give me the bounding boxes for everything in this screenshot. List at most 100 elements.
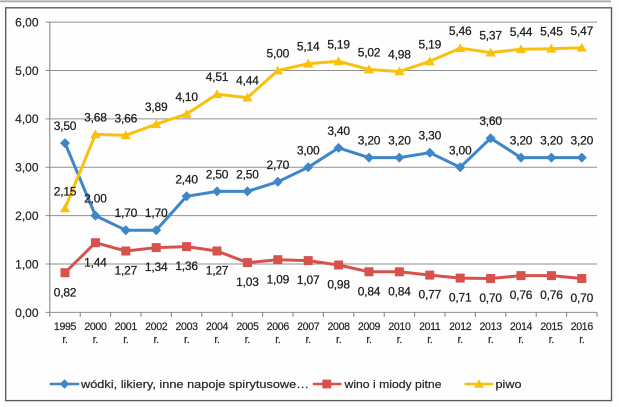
svg-text:5,00: 5,00 (267, 47, 290, 61)
svg-text:1,27: 1,27 (206, 264, 229, 278)
svg-text:r.: r. (458, 334, 463, 346)
svg-text:r.: r. (184, 334, 189, 346)
svg-text:2002: 2002 (145, 321, 168, 333)
svg-text:2005: 2005 (236, 321, 259, 333)
svg-text:2009: 2009 (358, 321, 381, 333)
svg-text:0,71: 0,71 (449, 291, 472, 305)
svg-text:5,14: 5,14 (297, 40, 320, 54)
svg-text:1,70: 1,70 (145, 206, 168, 220)
svg-text:1,44: 1,44 (84, 255, 107, 269)
svg-text:5,46: 5,46 (449, 24, 472, 38)
svg-text:0,76: 0,76 (540, 288, 563, 302)
svg-text:2007: 2007 (297, 321, 320, 333)
svg-text:1,34: 1,34 (145, 260, 168, 274)
svg-text:3,00: 3,00 (297, 143, 320, 157)
svg-text:0,84: 0,84 (358, 284, 381, 298)
svg-text:r.: r. (154, 334, 159, 346)
svg-text:1,07: 1,07 (297, 273, 320, 287)
svg-text:4,98: 4,98 (388, 48, 411, 62)
svg-text:5,19: 5,19 (419, 37, 442, 51)
svg-text:3,20: 3,20 (510, 134, 533, 148)
svg-text:2,00: 2,00 (84, 192, 107, 206)
svg-text:0,70: 0,70 (479, 291, 502, 305)
svg-text:r.: r. (579, 334, 584, 346)
svg-text:2,00: 2,00 (15, 209, 39, 223)
svg-text:2012: 2012 (449, 321, 472, 333)
svg-text:2013: 2013 (480, 321, 503, 333)
svg-text:r.: r. (366, 334, 371, 346)
svg-text:6,00: 6,00 (15, 16, 39, 30)
svg-text:3,00: 3,00 (449, 143, 472, 157)
svg-text:3,50: 3,50 (54, 119, 77, 133)
svg-text:r.: r. (397, 334, 402, 346)
svg-text:r.: r. (245, 334, 250, 346)
svg-text:wino i miody pitne: wino i miody pitne (343, 379, 441, 391)
svg-text:2011: 2011 (419, 321, 441, 333)
svg-text:r.: r. (123, 334, 128, 346)
svg-text:r.: r. (214, 334, 219, 346)
svg-text:r.: r. (518, 334, 523, 346)
svg-text:0,84: 0,84 (388, 284, 411, 298)
svg-text:3,68: 3,68 (84, 110, 107, 124)
svg-text:1,00: 1,00 (15, 257, 39, 271)
svg-text:piwo: piwo (496, 379, 522, 391)
svg-text:3,20: 3,20 (540, 134, 563, 148)
svg-text:5,47: 5,47 (571, 24, 594, 38)
svg-text:1,09: 1,09 (267, 272, 290, 286)
svg-text:1,03: 1,03 (236, 275, 259, 289)
svg-text:2006: 2006 (267, 321, 290, 333)
svg-text:2004: 2004 (206, 321, 229, 333)
svg-text:2016: 2016 (571, 321, 594, 333)
svg-text:5,45: 5,45 (540, 25, 563, 39)
svg-text:1,70: 1,70 (115, 206, 138, 220)
svg-text:2,70: 2,70 (267, 158, 290, 172)
svg-text:2008: 2008 (328, 321, 351, 333)
svg-text:2003: 2003 (176, 321, 199, 333)
svg-text:r.: r. (336, 334, 341, 346)
svg-text:5,44: 5,44 (510, 25, 533, 39)
svg-text:1,27: 1,27 (115, 264, 138, 278)
svg-text:2015: 2015 (540, 321, 563, 333)
svg-text:2014: 2014 (510, 321, 533, 333)
svg-text:5,02: 5,02 (358, 46, 381, 60)
svg-text:wódki, likiery, inne napoje sp: wódki, likiery, inne napoje spirytusowe… (80, 379, 309, 391)
svg-text:0,00: 0,00 (15, 306, 39, 320)
svg-text:r.: r. (62, 334, 67, 346)
svg-text:1995: 1995 (54, 321, 77, 333)
svg-text:3,66: 3,66 (115, 111, 138, 125)
svg-text:3,60: 3,60 (479, 114, 502, 128)
svg-text:r.: r. (427, 334, 432, 346)
svg-text:0,70: 0,70 (571, 291, 594, 305)
svg-text:1,36: 1,36 (175, 259, 198, 273)
svg-text:5,19: 5,19 (327, 37, 350, 51)
svg-text:4,00: 4,00 (15, 112, 39, 126)
svg-text:2,50: 2,50 (206, 167, 229, 181)
svg-text:3,89: 3,89 (145, 100, 168, 114)
svg-text:2,40: 2,40 (175, 172, 198, 186)
svg-text:r.: r. (488, 334, 493, 346)
svg-text:0,98: 0,98 (327, 278, 350, 292)
svg-text:2,50: 2,50 (236, 167, 259, 181)
svg-text:2001: 2001 (115, 321, 138, 333)
svg-text:0,76: 0,76 (510, 288, 533, 302)
svg-text:2010: 2010 (388, 321, 411, 333)
svg-text:3,40: 3,40 (327, 124, 350, 138)
svg-text:5,00: 5,00 (15, 64, 39, 78)
svg-text:2,15: 2,15 (54, 184, 77, 198)
svg-text:0,77: 0,77 (419, 288, 442, 302)
svg-text:r.: r. (306, 334, 311, 346)
svg-text:4,44: 4,44 (236, 74, 259, 88)
svg-text:5,37: 5,37 (479, 29, 502, 43)
svg-text:r.: r. (549, 334, 554, 346)
svg-text:2000: 2000 (84, 321, 107, 333)
svg-text:3,20: 3,20 (571, 134, 594, 148)
svg-text:3,20: 3,20 (358, 134, 381, 148)
svg-text:r.: r. (275, 334, 280, 346)
svg-text:3,30: 3,30 (419, 129, 442, 143)
svg-text:4,51: 4,51 (206, 70, 229, 84)
svg-text:r.: r. (93, 334, 98, 346)
svg-text:0,82: 0,82 (54, 285, 77, 299)
svg-text:4,10: 4,10 (175, 90, 198, 104)
svg-text:3,00: 3,00 (15, 161, 39, 175)
svg-text:3,20: 3,20 (388, 134, 411, 148)
